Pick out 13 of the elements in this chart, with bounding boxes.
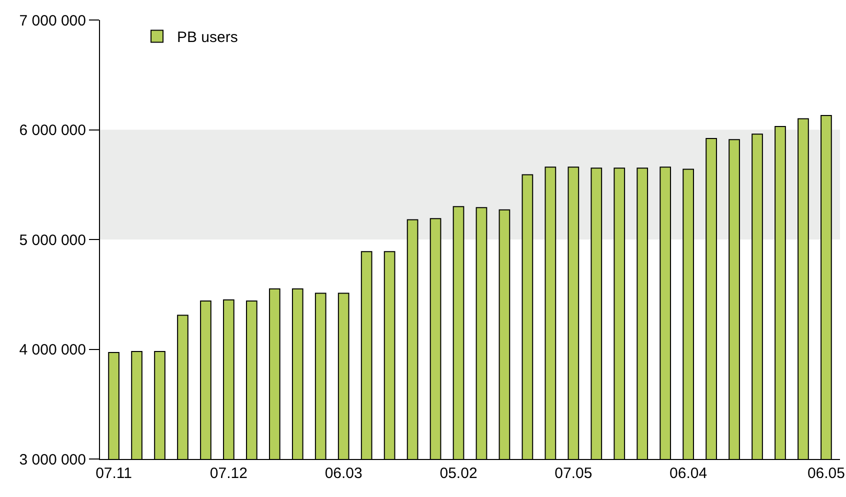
x-tick-label: 07.11: [96, 465, 132, 482]
x-tick-label: 07.05: [554, 465, 592, 482]
y-tick-label: 4 000 000: [19, 342, 86, 358]
y-tick-label: 5 000 000: [19, 232, 86, 249]
y-tick-label: 6 000 000: [19, 122, 86, 139]
x-tick-label: 06.05: [807, 465, 845, 482]
x-tick-label: 06.03: [324, 465, 362, 482]
y-tick-label: 7 000 000: [19, 12, 86, 30]
legend-label: PB users: [177, 29, 238, 46]
x-tick-label: 05.02: [440, 465, 478, 482]
x-tick-label: 06.04: [670, 465, 708, 482]
y-tick-label: 3 000 000: [19, 451, 86, 468]
x-tick-label: 07.12: [210, 465, 248, 482]
